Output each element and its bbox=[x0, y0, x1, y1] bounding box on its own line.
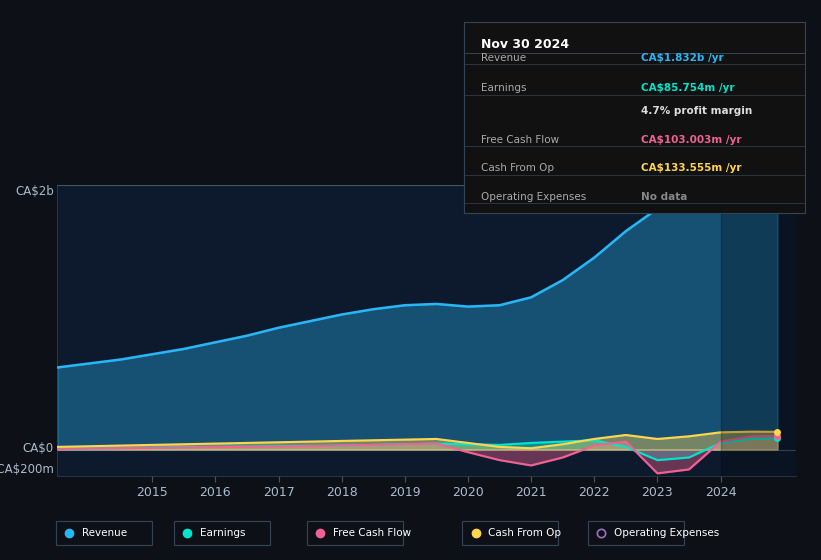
FancyBboxPatch shape bbox=[56, 521, 152, 545]
Text: CA$85.754m /yr: CA$85.754m /yr bbox=[641, 83, 735, 94]
Text: Revenue: Revenue bbox=[82, 528, 126, 538]
Text: Cash From Op: Cash From Op bbox=[481, 164, 554, 173]
Text: CA$0: CA$0 bbox=[23, 442, 54, 455]
FancyBboxPatch shape bbox=[174, 521, 270, 545]
Text: Operating Expenses: Operating Expenses bbox=[481, 192, 586, 202]
Text: No data: No data bbox=[641, 192, 687, 202]
Bar bbox=[721, 185, 796, 476]
Text: Operating Expenses: Operating Expenses bbox=[613, 528, 719, 538]
FancyBboxPatch shape bbox=[307, 521, 403, 545]
Text: Nov 30 2024: Nov 30 2024 bbox=[481, 38, 569, 50]
Text: CA$103.003m /yr: CA$103.003m /yr bbox=[641, 135, 741, 144]
Text: CA$133.555m /yr: CA$133.555m /yr bbox=[641, 164, 741, 173]
Text: -CA$200m: -CA$200m bbox=[0, 463, 54, 477]
Text: 4.7% profit margin: 4.7% profit margin bbox=[641, 106, 752, 116]
FancyBboxPatch shape bbox=[462, 521, 558, 545]
Text: Free Cash Flow: Free Cash Flow bbox=[333, 528, 411, 538]
Text: CA$2b: CA$2b bbox=[15, 185, 54, 198]
Text: Earnings: Earnings bbox=[481, 83, 526, 94]
Text: Free Cash Flow: Free Cash Flow bbox=[481, 135, 559, 144]
Text: Revenue: Revenue bbox=[481, 53, 526, 63]
Text: CA$1.832b /yr: CA$1.832b /yr bbox=[641, 53, 723, 63]
FancyBboxPatch shape bbox=[588, 521, 684, 545]
Text: Cash From Op: Cash From Op bbox=[488, 528, 561, 538]
Text: Earnings: Earnings bbox=[200, 528, 245, 538]
